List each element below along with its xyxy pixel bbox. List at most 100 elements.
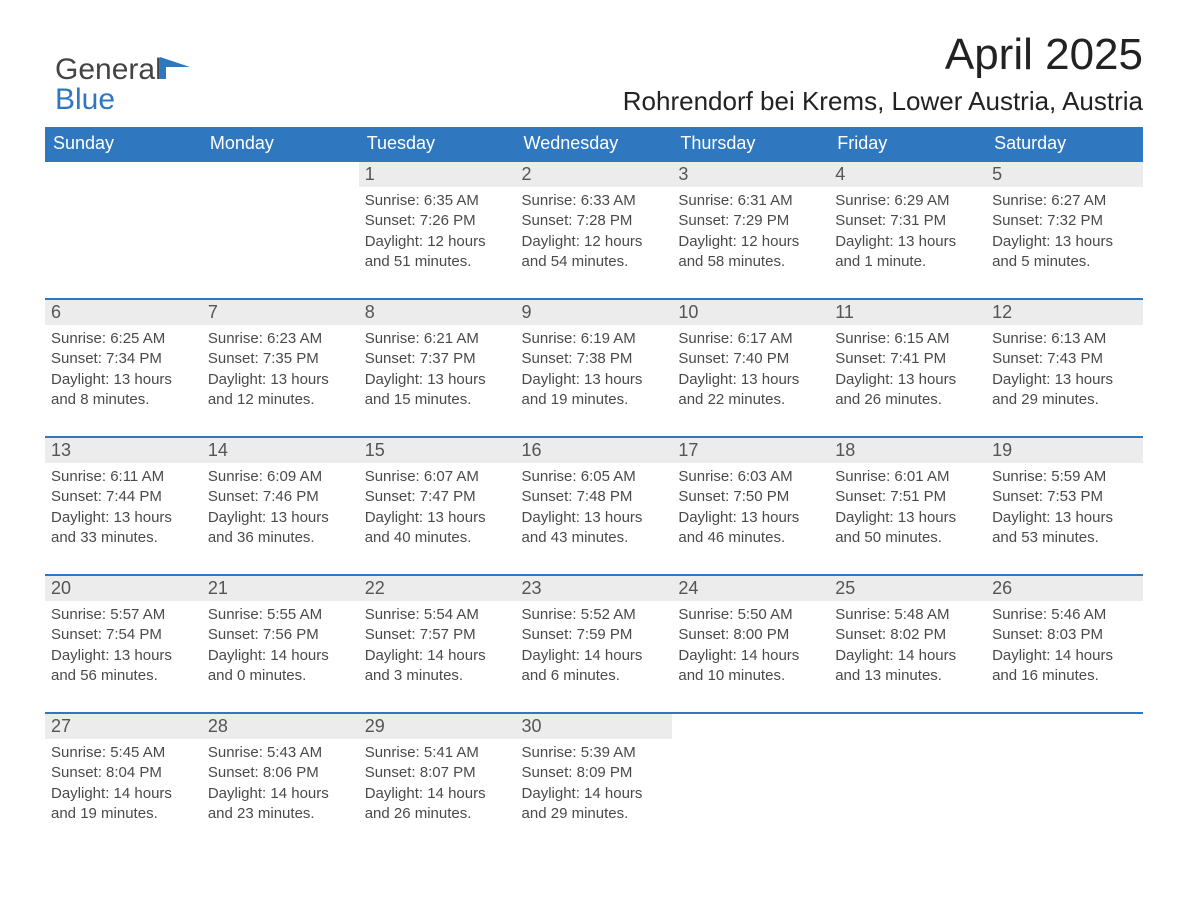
day-number-cell: 29 bbox=[359, 713, 516, 739]
day-data-cell: Sunrise: 5:41 AMSunset: 8:07 PMDaylight:… bbox=[359, 739, 516, 850]
daylight-line: Daylight: 13 hours and 56 minutes. bbox=[51, 646, 196, 687]
day-number-cell: 12 bbox=[986, 299, 1143, 325]
week-data-row: Sunrise: 5:57 AMSunset: 7:54 PMDaylight:… bbox=[45, 601, 1143, 713]
day-data-cell: Sunrise: 6:33 AMSunset: 7:28 PMDaylight:… bbox=[516, 187, 673, 299]
daylight-line: Daylight: 13 hours and 50 minutes. bbox=[835, 508, 980, 549]
daylight-line: Daylight: 13 hours and 5 minutes. bbox=[992, 232, 1137, 273]
sunrise-line: Sunrise: 6:15 AM bbox=[835, 329, 980, 349]
day-number-cell: 25 bbox=[829, 575, 986, 601]
daylight-line: Daylight: 13 hours and 40 minutes. bbox=[365, 508, 510, 549]
daylight-line: Daylight: 13 hours and 46 minutes. bbox=[678, 508, 823, 549]
day-number-cell: 30 bbox=[516, 713, 673, 739]
daylight-line: Daylight: 13 hours and 8 minutes. bbox=[51, 370, 196, 411]
day-number-cell: 26 bbox=[986, 575, 1143, 601]
day-data-cell: Sunrise: 5:46 AMSunset: 8:03 PMDaylight:… bbox=[986, 601, 1143, 713]
day-number-cell: 20 bbox=[45, 575, 202, 601]
sunrise-line: Sunrise: 5:59 AM bbox=[992, 467, 1137, 487]
day-data-cell: Sunrise: 6:15 AMSunset: 7:41 PMDaylight:… bbox=[829, 325, 986, 437]
daylight-line: Daylight: 13 hours and 36 minutes. bbox=[208, 508, 353, 549]
week-number-row: 12345 bbox=[45, 161, 1143, 187]
week-data-row: Sunrise: 6:11 AMSunset: 7:44 PMDaylight:… bbox=[45, 463, 1143, 575]
sunrise-line: Sunrise: 5:52 AM bbox=[522, 605, 667, 625]
day-number-cell bbox=[829, 713, 986, 739]
column-header: Friday bbox=[829, 127, 986, 161]
sunset-line: Sunset: 7:59 PM bbox=[522, 625, 667, 645]
day-data-cell bbox=[829, 739, 986, 850]
day-data-cell: Sunrise: 6:09 AMSunset: 7:46 PMDaylight:… bbox=[202, 463, 359, 575]
sunrise-line: Sunrise: 5:48 AM bbox=[835, 605, 980, 625]
daylight-line: Daylight: 14 hours and 29 minutes. bbox=[522, 784, 667, 825]
location-title: Rohrendorf bei Krems, Lower Austria, Aus… bbox=[45, 86, 1143, 117]
daylight-line: Daylight: 14 hours and 19 minutes. bbox=[51, 784, 196, 825]
day-number-cell: 15 bbox=[359, 437, 516, 463]
day-data-cell: Sunrise: 5:54 AMSunset: 7:57 PMDaylight:… bbox=[359, 601, 516, 713]
sunset-line: Sunset: 8:04 PM bbox=[51, 763, 196, 783]
day-data-cell: Sunrise: 6:29 AMSunset: 7:31 PMDaylight:… bbox=[829, 187, 986, 299]
column-header: Wednesday bbox=[516, 127, 673, 161]
day-data-cell bbox=[672, 739, 829, 850]
day-number-cell: 19 bbox=[986, 437, 1143, 463]
sunset-line: Sunset: 7:41 PM bbox=[835, 349, 980, 369]
day-number-cell bbox=[45, 161, 202, 187]
day-number-cell bbox=[986, 713, 1143, 739]
day-data-cell: Sunrise: 6:35 AMSunset: 7:26 PMDaylight:… bbox=[359, 187, 516, 299]
sunset-line: Sunset: 8:06 PM bbox=[208, 763, 353, 783]
daylight-line: Daylight: 13 hours and 12 minutes. bbox=[208, 370, 353, 411]
brand-logo: General Blue bbox=[55, 55, 190, 115]
day-number-cell: 18 bbox=[829, 437, 986, 463]
daylight-line: Daylight: 14 hours and 26 minutes. bbox=[365, 784, 510, 825]
sunrise-line: Sunrise: 6:27 AM bbox=[992, 191, 1137, 211]
sunset-line: Sunset: 7:56 PM bbox=[208, 625, 353, 645]
day-data-cell: Sunrise: 5:59 AMSunset: 7:53 PMDaylight:… bbox=[986, 463, 1143, 575]
sunrise-line: Sunrise: 6:31 AM bbox=[678, 191, 823, 211]
sunset-line: Sunset: 8:07 PM bbox=[365, 763, 510, 783]
day-number-cell: 4 bbox=[829, 161, 986, 187]
daylight-line: Daylight: 13 hours and 22 minutes. bbox=[678, 370, 823, 411]
day-number-cell bbox=[202, 161, 359, 187]
day-number-cell: 21 bbox=[202, 575, 359, 601]
daylight-line: Daylight: 13 hours and 33 minutes. bbox=[51, 508, 196, 549]
day-data-cell: Sunrise: 6:17 AMSunset: 7:40 PMDaylight:… bbox=[672, 325, 829, 437]
sunrise-line: Sunrise: 5:50 AM bbox=[678, 605, 823, 625]
day-data-cell: Sunrise: 5:50 AMSunset: 8:00 PMDaylight:… bbox=[672, 601, 829, 713]
day-number-cell: 14 bbox=[202, 437, 359, 463]
day-data-cell: Sunrise: 5:43 AMSunset: 8:06 PMDaylight:… bbox=[202, 739, 359, 850]
day-number-cell bbox=[672, 713, 829, 739]
week-number-row: 6789101112 bbox=[45, 299, 1143, 325]
sunset-line: Sunset: 7:34 PM bbox=[51, 349, 196, 369]
column-header: Tuesday bbox=[359, 127, 516, 161]
day-data-cell: Sunrise: 5:55 AMSunset: 7:56 PMDaylight:… bbox=[202, 601, 359, 713]
sunrise-line: Sunrise: 6:09 AM bbox=[208, 467, 353, 487]
day-number-cell: 27 bbox=[45, 713, 202, 739]
sunset-line: Sunset: 8:03 PM bbox=[992, 625, 1137, 645]
day-data-cell: Sunrise: 6:31 AMSunset: 7:29 PMDaylight:… bbox=[672, 187, 829, 299]
daylight-line: Daylight: 14 hours and 16 minutes. bbox=[992, 646, 1137, 687]
sunrise-line: Sunrise: 5:41 AM bbox=[365, 743, 510, 763]
daylight-line: Daylight: 14 hours and 13 minutes. bbox=[835, 646, 980, 687]
sunset-line: Sunset: 7:37 PM bbox=[365, 349, 510, 369]
daylight-line: Daylight: 12 hours and 58 minutes. bbox=[678, 232, 823, 273]
column-header: Sunday bbox=[45, 127, 202, 161]
sunrise-line: Sunrise: 6:03 AM bbox=[678, 467, 823, 487]
column-header: Saturday bbox=[986, 127, 1143, 161]
day-number-cell: 9 bbox=[516, 299, 673, 325]
day-number-cell: 13 bbox=[45, 437, 202, 463]
day-data-cell: Sunrise: 5:39 AMSunset: 8:09 PMDaylight:… bbox=[516, 739, 673, 850]
day-data-cell: Sunrise: 6:07 AMSunset: 7:47 PMDaylight:… bbox=[359, 463, 516, 575]
week-number-row: 13141516171819 bbox=[45, 437, 1143, 463]
logo-word-1: General bbox=[55, 53, 162, 86]
day-number-cell: 17 bbox=[672, 437, 829, 463]
sunrise-line: Sunrise: 6:13 AM bbox=[992, 329, 1137, 349]
day-data-cell: Sunrise: 6:01 AMSunset: 7:51 PMDaylight:… bbox=[829, 463, 986, 575]
day-number-cell: 22 bbox=[359, 575, 516, 601]
day-data-cell: Sunrise: 6:13 AMSunset: 7:43 PMDaylight:… bbox=[986, 325, 1143, 437]
sunset-line: Sunset: 7:26 PM bbox=[365, 211, 510, 231]
day-number-cell: 7 bbox=[202, 299, 359, 325]
day-data-cell: Sunrise: 5:45 AMSunset: 8:04 PMDaylight:… bbox=[45, 739, 202, 850]
sunset-line: Sunset: 7:44 PM bbox=[51, 487, 196, 507]
sunset-line: Sunset: 7:32 PM bbox=[992, 211, 1137, 231]
month-title: April 2025 bbox=[45, 30, 1143, 80]
day-number-cell: 1 bbox=[359, 161, 516, 187]
calendar-header: SundayMondayTuesdayWednesdayThursdayFrid… bbox=[45, 127, 1143, 161]
sunset-line: Sunset: 7:50 PM bbox=[678, 487, 823, 507]
